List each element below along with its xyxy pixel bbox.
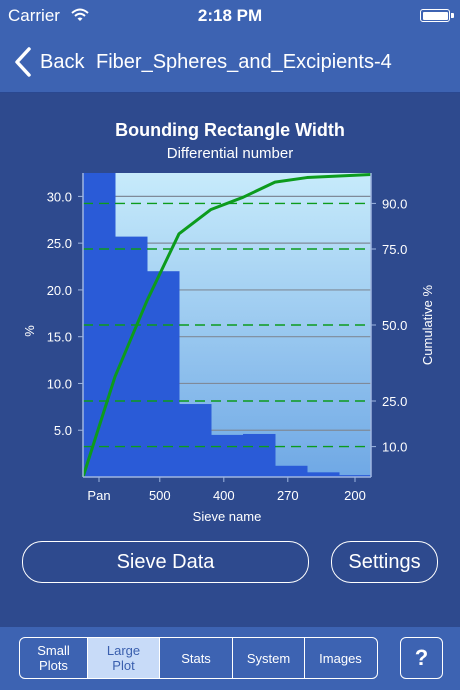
x-tick-label: Pan xyxy=(87,488,110,503)
view-segmented-control: Small Plots Large Plot Stats System Imag… xyxy=(19,637,378,679)
y-axis-label-right: Cumulative % xyxy=(420,284,435,365)
bar xyxy=(211,434,244,477)
right-tick-label: 50.0 xyxy=(382,318,407,333)
bar-chart: 5.0 10.0 15.0 20.0 25.0 30.0 10.0 25.0 50.0 75.0 9… xyxy=(22,173,435,524)
tab-system[interactable]: System xyxy=(233,638,305,678)
navigation-bar: Back Fiber_Spheres_and_Excipients-4 xyxy=(0,32,460,93)
x-tick-label: 400 xyxy=(213,488,235,503)
x-tick-label: 270 xyxy=(277,488,299,503)
chart-subtitle: Differential number xyxy=(166,145,294,162)
left-tick-label: 25.0 xyxy=(47,236,72,251)
bar xyxy=(307,472,340,477)
x-axis-label: Sieve name xyxy=(193,509,262,524)
clock-label: 2:18 PM xyxy=(197,6,263,25)
left-tick-label: 5.0 xyxy=(54,423,72,438)
bottom-toolbar: Small Plots Large Plot Stats System Imag… xyxy=(0,627,460,690)
back-chevron-icon[interactable] xyxy=(12,46,34,83)
back-button[interactable]: Back xyxy=(40,51,85,73)
right-tick-label: 25.0 xyxy=(382,394,407,409)
x-tick-label: 500 xyxy=(149,488,171,503)
settings-button[interactable]: Settings xyxy=(331,541,438,583)
right-tick-label: 90.0 xyxy=(382,196,407,211)
y-axis-label-left: % xyxy=(22,325,37,337)
status-bar: Carrier 2:18 PM xyxy=(0,0,460,32)
carrier-label: Carrier xyxy=(8,6,60,25)
bar xyxy=(147,271,180,477)
bar xyxy=(243,433,276,477)
right-tick-label: 10.0 xyxy=(382,440,407,455)
left-tick-label: 15.0 xyxy=(47,330,72,345)
cumulative-line xyxy=(81,173,372,478)
left-tick-label: 10.0 xyxy=(47,376,72,391)
sieve-data-button[interactable]: Sieve Data xyxy=(22,541,309,583)
bar xyxy=(275,465,308,477)
tab-small-plots[interactable]: Small Plots xyxy=(20,638,88,678)
help-button[interactable]: ? xyxy=(400,637,443,679)
bar xyxy=(115,236,148,477)
left-tick-label: 20.0 xyxy=(47,283,72,298)
page-title: Fiber_Spheres_and_Excipients-4 xyxy=(96,51,392,73)
chart-title: Bounding Rectangle Width xyxy=(115,120,345,140)
bar xyxy=(339,475,372,477)
battery-icon xyxy=(420,9,454,22)
bar xyxy=(179,404,212,477)
left-tick-label: 30.0 xyxy=(47,189,72,204)
x-tick-label: 200 xyxy=(344,488,366,503)
wifi-icon xyxy=(70,7,90,28)
tab-images[interactable]: Images xyxy=(319,650,362,666)
right-tick-label: 75.0 xyxy=(382,242,407,257)
tab-stats[interactable]: Stats xyxy=(160,638,233,678)
tab-large-plot[interactable]: Large Plot xyxy=(88,638,160,678)
